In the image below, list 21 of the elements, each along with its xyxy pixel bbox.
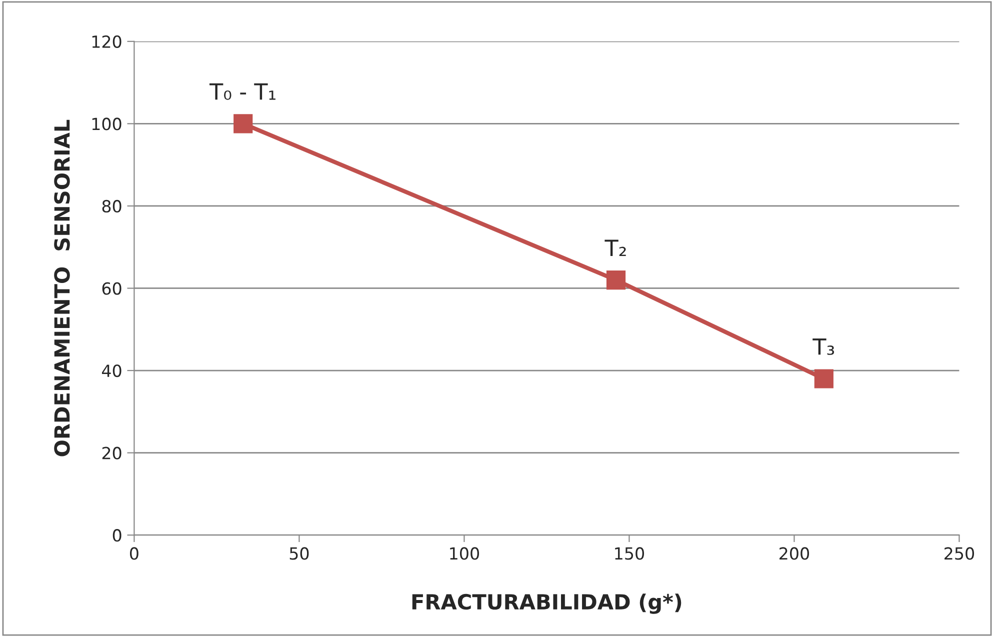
- annotation: T₃: [812, 338, 834, 355]
- point: [234, 114, 253, 134]
- x-tick-label: 0: [130, 547, 138, 560]
- annotation: T₀ - T₁: [209, 83, 276, 100]
- point: [814, 369, 834, 388]
- y-tick-label: 80: [102, 200, 122, 213]
- y-tick-label: 20: [102, 446, 122, 460]
- x-axis-title: FRACTURABILIDAD (g*): [412, 594, 682, 614]
- x-tick-label: 50: [290, 547, 309, 560]
- point: [606, 270, 626, 290]
- annotation: T₂: [604, 240, 626, 256]
- y-tick-label: 0: [112, 529, 122, 542]
- y-tick-label: 60: [102, 282, 122, 295]
- y-tick-label: 120: [92, 35, 122, 48]
- y-axis-title: ORDENAMIENTO SENSORIAL: [54, 120, 70, 456]
- x-tick-label: 200: [780, 547, 810, 560]
- y-tick-label: 100: [92, 118, 122, 130]
- x-tick-label: 100: [450, 547, 479, 560]
- y-tick-label: 40: [102, 364, 122, 378]
- x-tick-label: 150: [615, 547, 644, 560]
- x-tick-label: 250: [944, 547, 974, 560]
